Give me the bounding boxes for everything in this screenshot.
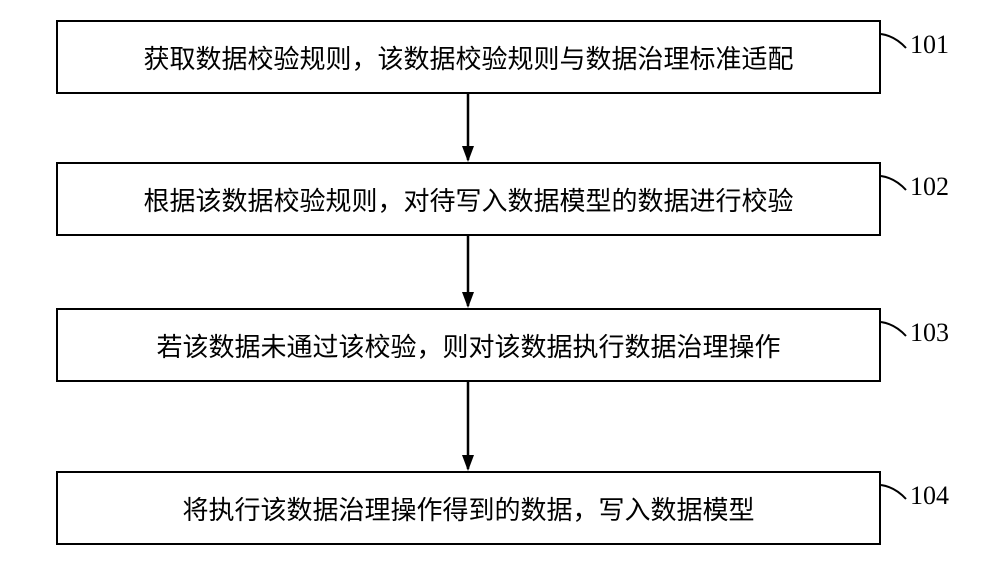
flow-arrow (0, 0, 1000, 582)
flowchart-canvas: 获取数据校验规则，该数据校验规则与数据治理标准适配 根据该数据校验规则，对待写入… (0, 0, 1000, 582)
